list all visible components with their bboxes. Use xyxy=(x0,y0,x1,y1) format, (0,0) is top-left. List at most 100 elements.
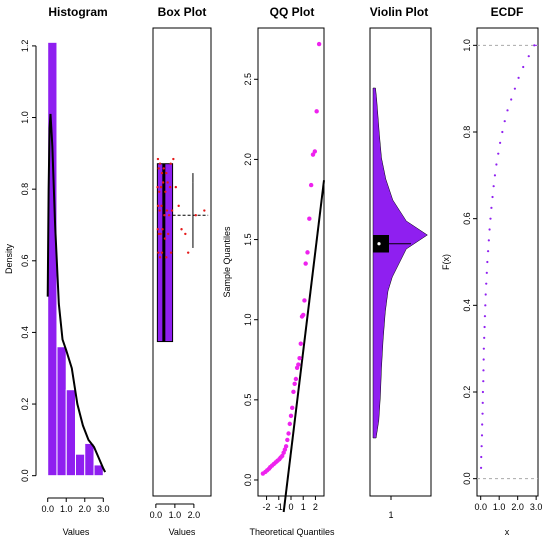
qq-point xyxy=(285,437,290,443)
boxplot-red-point xyxy=(172,157,175,161)
ecdf-point xyxy=(485,271,488,274)
ecdf-point xyxy=(489,217,492,220)
qq-point xyxy=(298,341,303,346)
qq-point xyxy=(291,389,296,395)
ecdf-point xyxy=(483,315,487,318)
ecdf-point xyxy=(481,401,484,404)
qq-point xyxy=(292,381,297,387)
boxplot-red-point xyxy=(157,232,161,236)
boxplot-red-point xyxy=(177,204,180,208)
ecdf-point xyxy=(481,390,485,394)
boxplot-red-point xyxy=(184,232,187,236)
boxplot-red-point xyxy=(160,171,164,175)
qq-y-tick-label: 0.5 xyxy=(243,394,253,407)
violin-inner-box xyxy=(373,235,389,253)
histogram-y-tick-label: 0.4 xyxy=(20,326,30,339)
histogram-y-tick-label: 0.6 xyxy=(20,255,30,268)
ecdf-point xyxy=(517,76,520,79)
ecdf-point xyxy=(503,120,506,123)
ecdf-y-tick-label: 0.0 xyxy=(462,472,472,485)
ecdf-point xyxy=(499,141,502,144)
ecdf-point xyxy=(479,466,483,469)
qq-x-label: Theoretical Quantiles xyxy=(249,527,335,537)
ecdf-point xyxy=(480,455,483,459)
ecdf-point xyxy=(484,293,487,296)
qq-point xyxy=(305,250,310,255)
histogram-x-tick-label: 0.0 xyxy=(41,504,54,514)
violin-title: Violin Plot xyxy=(370,5,428,19)
qq-point xyxy=(310,152,316,157)
boxplot-red-point xyxy=(160,204,163,208)
boxplot-red-point xyxy=(158,256,162,259)
ecdf-point xyxy=(485,282,488,285)
boxplot-red-point xyxy=(158,190,161,193)
ecdf-point xyxy=(490,206,493,209)
boxplot-red-point xyxy=(163,237,167,240)
ecdf-point xyxy=(488,228,491,231)
boxplot-red-point xyxy=(203,209,206,212)
histogram-x-tick-label: 2.0 xyxy=(79,504,92,514)
boxplot-red-point xyxy=(165,171,168,175)
ecdf-point xyxy=(522,65,525,69)
boxplot-red-point xyxy=(165,209,169,212)
ecdf-point xyxy=(482,380,485,383)
histogram-bar xyxy=(47,41,58,477)
boxplot-x-tick-label: 1.0 xyxy=(169,510,182,520)
histogram-x-tick-label: 1.0 xyxy=(60,504,73,514)
qq-point xyxy=(290,405,295,411)
boxplot-red-point xyxy=(156,157,160,161)
ecdf-point xyxy=(483,336,486,339)
qq-point xyxy=(297,355,302,361)
boxplot-red-point xyxy=(159,232,162,236)
boxplot-red-point xyxy=(166,181,169,184)
qq-point xyxy=(302,298,307,303)
ecdf-point xyxy=(497,152,500,155)
qq-point xyxy=(308,182,314,188)
boxplot-red-point xyxy=(156,185,159,189)
ecdf-point xyxy=(513,87,516,90)
qq-point xyxy=(287,421,292,427)
ecdf-point xyxy=(492,185,495,188)
ecdf-point xyxy=(486,250,490,253)
ecdf-point xyxy=(481,423,484,426)
density-curve-line xyxy=(46,113,107,473)
ecdf-point xyxy=(484,304,487,307)
qq-point xyxy=(303,261,308,266)
qq-y-tick-label: 1.5 xyxy=(243,233,253,246)
histogram-x-tick-label: 3.0 xyxy=(97,504,110,514)
ecdf-point xyxy=(501,130,504,134)
ecdf-point xyxy=(486,260,489,264)
histogram-x-label: Values xyxy=(63,527,90,537)
ecdf-point xyxy=(481,412,484,415)
ecdf-y-label: F(x) xyxy=(441,254,451,270)
ecdf-point xyxy=(483,325,486,329)
histogram-y-tick-label: 0.0 xyxy=(20,469,30,482)
violin-frame xyxy=(369,27,432,497)
qq-point xyxy=(316,41,322,47)
qq-title: QQ Plot xyxy=(270,5,315,19)
ecdf-point xyxy=(482,358,485,361)
ecdf-y-tick-label: 0.4 xyxy=(462,299,472,312)
qq-x-tick-label: 1 xyxy=(301,502,306,512)
boxplot-red-point xyxy=(163,214,166,217)
boxplot-red-point xyxy=(156,204,160,208)
qq-point xyxy=(283,444,289,449)
boxplot-red-point xyxy=(157,167,160,170)
ecdf-point xyxy=(510,98,513,101)
qq-point xyxy=(293,376,299,382)
histogram-bar xyxy=(75,453,86,477)
qq-y-tick-label: 2.5 xyxy=(243,73,253,86)
histogram-title: Histogram xyxy=(48,5,107,19)
qq-y-label: Sample Quantiles xyxy=(222,226,232,298)
ecdf-x-tick-label: 1.0 xyxy=(493,502,506,512)
ecdf-x-label: x xyxy=(505,527,510,537)
boxplot-red-point xyxy=(162,167,166,170)
qq-point xyxy=(286,431,291,436)
qq-y-tick-label: 0.0 xyxy=(243,474,253,487)
boxplot-red-point xyxy=(194,214,197,217)
boxplot-red-point xyxy=(161,181,165,184)
boxplot-frame xyxy=(152,27,212,497)
boxplot-red-point xyxy=(164,190,167,193)
histogram-y-label: Density xyxy=(4,243,14,274)
